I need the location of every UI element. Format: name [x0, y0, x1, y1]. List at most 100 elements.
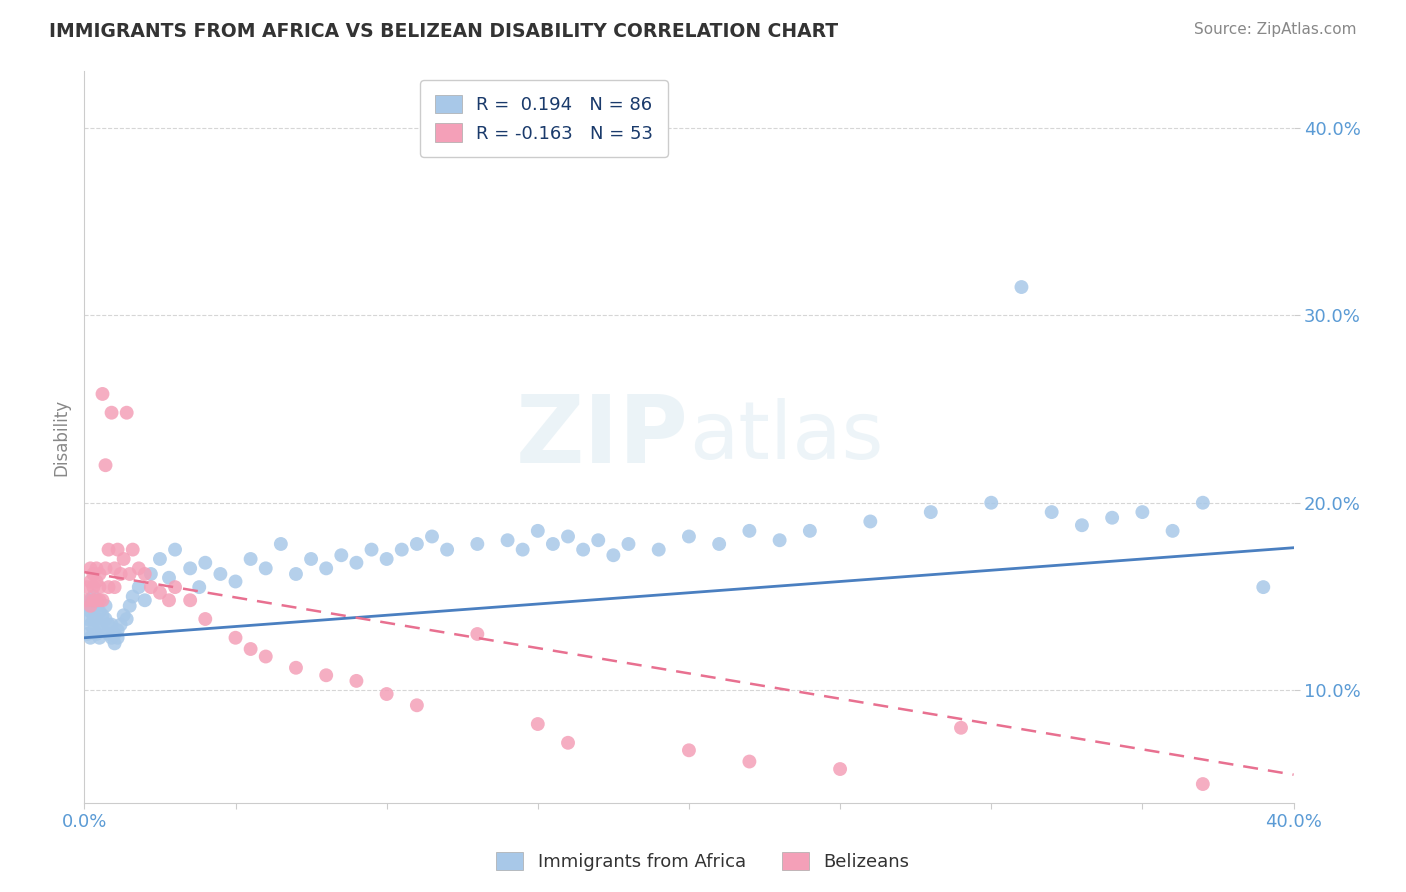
Point: [112, 608, 135, 623]
Point: [107, 542, 129, 557]
Point: [285, 566, 308, 581]
Point: [97, 580, 120, 594]
Point: [118, 566, 141, 581]
Point: [375, 687, 398, 701]
Point: [100, 631, 122, 645]
Point: [82, 612, 104, 626]
Point: [100, 406, 122, 420]
Point: [391, 542, 413, 557]
Point: [91, 593, 114, 607]
Legend: R =  0.194   N = 86, R = -0.163   N = 53: R = 0.194 N = 86, R = -0.163 N = 53: [420, 80, 668, 157]
Point: [89, 617, 111, 632]
Point: [859, 515, 882, 529]
Point: [91, 387, 114, 401]
Point: [541, 537, 564, 551]
Point: [139, 566, 162, 581]
Point: [254, 561, 277, 575]
Point: [79, 599, 101, 613]
Point: [527, 717, 550, 731]
Point: [330, 548, 353, 562]
Point: [557, 736, 579, 750]
Point: [76, 593, 98, 607]
Point: [94, 561, 117, 575]
Point: [139, 580, 162, 594]
Point: [360, 542, 382, 557]
Point: [920, 505, 942, 519]
Point: [239, 642, 262, 657]
Point: [165, 580, 187, 594]
Point: [107, 624, 129, 638]
Point: [738, 524, 761, 538]
Point: [149, 586, 172, 600]
Point: [738, 755, 761, 769]
Point: [91, 608, 114, 623]
Point: [79, 593, 101, 607]
Point: [89, 566, 111, 581]
Point: [79, 561, 101, 575]
Point: [121, 590, 143, 604]
Point: [76, 599, 98, 613]
Point: [86, 627, 108, 641]
Point: [115, 612, 138, 626]
Point: [406, 698, 429, 713]
Point: [118, 599, 141, 613]
Text: IMMIGRANTS FROM AFRICA VS BELIZEAN DISABILITY CORRELATION CHART: IMMIGRANTS FROM AFRICA VS BELIZEAN DISAB…: [49, 22, 838, 41]
Point: [104, 636, 127, 650]
Point: [648, 542, 671, 557]
Point: [91, 624, 114, 638]
Point: [134, 566, 156, 581]
Point: [115, 406, 138, 420]
Point: [89, 631, 111, 645]
Point: [188, 580, 211, 594]
Point: [104, 561, 127, 575]
Point: [89, 580, 111, 594]
Point: [82, 624, 104, 638]
Point: [617, 537, 640, 551]
Point: [1040, 505, 1063, 519]
Point: [76, 580, 98, 594]
Point: [149, 552, 172, 566]
Point: [436, 542, 458, 557]
Point: [299, 552, 322, 566]
Point: [270, 537, 292, 551]
Point: [375, 552, 398, 566]
Point: [285, 661, 308, 675]
Point: [315, 668, 337, 682]
Point: [225, 631, 247, 645]
Point: [86, 612, 108, 626]
Point: [86, 574, 108, 589]
Point: [254, 649, 277, 664]
Text: Source: ZipAtlas.com: Source: ZipAtlas.com: [1194, 22, 1357, 37]
Legend: Immigrants from Africa, Belizeans: Immigrants from Africa, Belizeans: [489, 845, 917, 879]
Point: [557, 529, 579, 543]
Point: [97, 627, 120, 641]
Point: [79, 605, 101, 619]
Point: [512, 542, 534, 557]
Point: [112, 552, 135, 566]
Point: [121, 542, 143, 557]
Point: [194, 556, 217, 570]
Point: [1130, 505, 1153, 519]
Point: [86, 561, 108, 575]
Point: [79, 631, 101, 645]
Point: [157, 571, 180, 585]
Point: [82, 566, 104, 581]
Point: [225, 574, 247, 589]
Point: [76, 612, 98, 626]
Point: [209, 566, 232, 581]
Point: [950, 721, 973, 735]
Point: [128, 561, 150, 575]
Point: [1101, 510, 1123, 524]
Y-axis label: Disability: Disability: [52, 399, 70, 475]
Point: [239, 552, 262, 566]
Point: [346, 673, 368, 688]
Point: [82, 580, 104, 594]
Point: [980, 496, 1002, 510]
Point: [769, 533, 792, 548]
Point: [1192, 777, 1215, 791]
Point: [1253, 580, 1275, 594]
Point: [97, 542, 120, 557]
Point: [104, 627, 127, 641]
Point: [94, 458, 117, 473]
Point: [86, 599, 108, 613]
